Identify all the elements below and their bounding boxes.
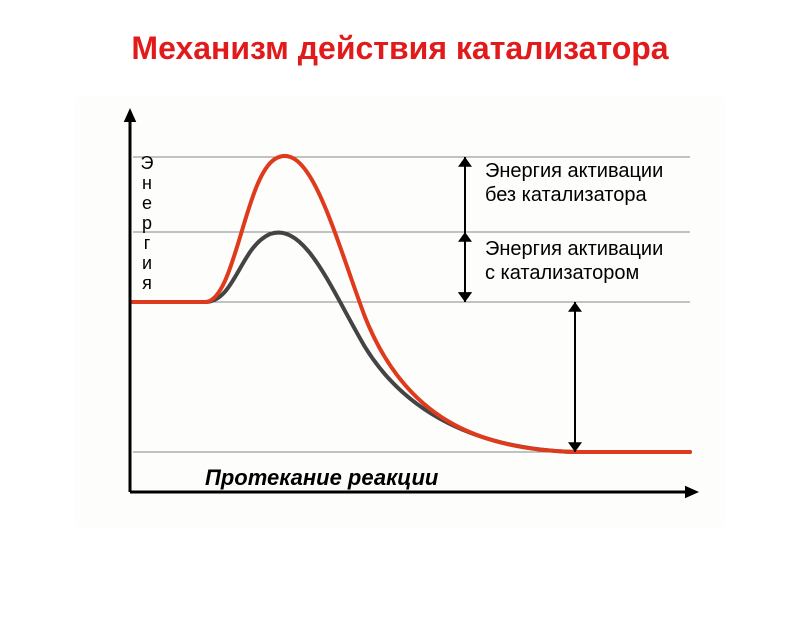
x-axis-label: Протекание реакции <box>205 465 439 490</box>
y-axis-label-letter: г <box>144 233 151 253</box>
energy-diagram-chart: Энергия Протекание реакции Энергия активац… <box>75 97 725 527</box>
y-axis-label-letter: я <box>142 273 152 293</box>
y-axis-label-letter: р <box>142 213 152 233</box>
y-axis-label-letter: е <box>142 193 152 213</box>
chart-svg: Энергия Протекание реакции Энергия активац… <box>75 97 725 527</box>
y-axis-label-letter: Э <box>141 153 154 173</box>
y-axis-label-letter: н <box>142 173 152 193</box>
annotation-text: без катализатора <box>485 184 647 206</box>
annotation-text: с катализатором <box>485 262 639 284</box>
annotation-text: Энергия активации <box>485 160 663 182</box>
annotation-text: Энергия активации <box>485 238 663 260</box>
y-axis-label-letter: и <box>142 253 152 273</box>
page-title: Механизм действия катализатора <box>0 30 800 67</box>
